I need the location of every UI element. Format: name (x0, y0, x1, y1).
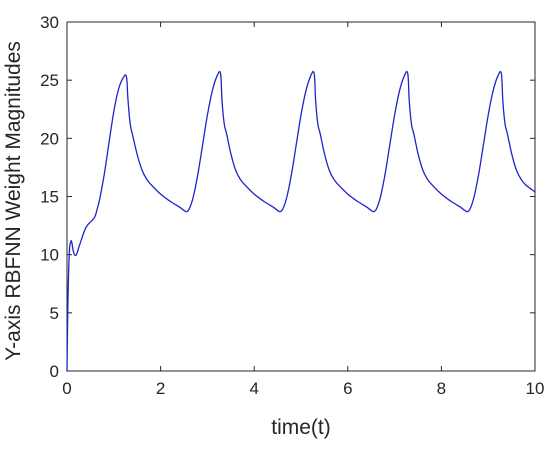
y-axis-label: Y-axis RBFNN Weight Magnitudes (2, 41, 25, 361)
x-tick-label: 10 (526, 379, 545, 398)
x-tick-label: 4 (249, 379, 258, 398)
x-axis-label: time(t) (271, 416, 331, 439)
y-tick-label: 20 (40, 129, 59, 148)
x-tick-label: 8 (437, 379, 446, 398)
series-layer (66, 70, 536, 372)
y-tick-label: 0 (50, 362, 59, 381)
y-tick-label: 10 (40, 246, 59, 265)
x-tick-label: 6 (343, 379, 352, 398)
x-axis-ticks: 0 2 4 6 8 10 (62, 22, 544, 398)
series-line (66, 70, 536, 372)
y-tick-label: 30 (40, 13, 59, 32)
y-tick-label: 5 (50, 304, 59, 323)
x-tick-label: 0 (62, 379, 71, 398)
y-tick-label: 25 (40, 71, 59, 90)
x-tick-label: 2 (156, 379, 165, 398)
y-tick-label: 15 (40, 188, 59, 207)
y-axis-ticks: 0 5 10 15 20 25 30 (40, 13, 535, 381)
